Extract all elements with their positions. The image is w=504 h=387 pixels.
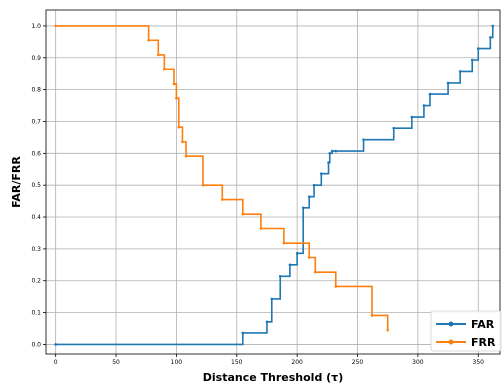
- y-tick-label: 0.5: [31, 182, 41, 189]
- far-point: [446, 81, 450, 85]
- y-tick-label: 0.6: [31, 150, 41, 157]
- far-point: [491, 24, 495, 28]
- y-tick-label: 0.9: [31, 55, 41, 62]
- series-group: [54, 24, 495, 346]
- frr-point: [147, 38, 150, 42]
- y-tick-label: 0.0: [31, 341, 41, 348]
- x-tick-label: 300: [412, 359, 424, 366]
- y-tick-label: 0.1: [31, 310, 41, 317]
- far-point: [319, 172, 323, 176]
- far-point: [328, 152, 332, 155]
- legend-frr-marker: [448, 339, 454, 345]
- x-axis-label: Distance Threshold (τ): [203, 371, 343, 384]
- x-tick-label: 0: [54, 359, 58, 366]
- frr-point: [172, 82, 176, 86]
- x-tick-label: 50: [112, 359, 120, 366]
- legend-far-label: FAR: [471, 318, 495, 331]
- legend: FAR FRR: [430, 310, 502, 352]
- grid: [46, 10, 500, 354]
- frr-point: [220, 198, 224, 201]
- far-point: [428, 92, 432, 96]
- x-tick-label: 250: [352, 359, 364, 366]
- frr-point: [163, 67, 166, 71]
- far-point: [265, 320, 269, 324]
- frr-point: [307, 256, 311, 259]
- far-point: [392, 126, 396, 130]
- far-point: [241, 331, 245, 335]
- far-point: [54, 343, 57, 346]
- far-point: [307, 195, 311, 198]
- far-point: [278, 274, 282, 278]
- far-point: [288, 263, 292, 267]
- y-axis-label: FAR/FRR: [10, 156, 23, 208]
- x-tick-label: 150: [231, 359, 243, 366]
- x-ticks: 0 50 100 150 200 250 300 350: [54, 354, 484, 366]
- y-tick-label: 0.7: [31, 118, 41, 125]
- far-point: [362, 138, 365, 141]
- legend-frr-label: FRR: [471, 336, 496, 349]
- frr-point: [175, 96, 178, 100]
- far-point: [295, 252, 299, 255]
- x-tick-label: 350: [473, 359, 485, 366]
- far-point: [422, 104, 426, 107]
- y-ticks: 0.0 0.1 0.2 0.3 0.4 0.5 0.6 0.7 0.8 0.9 1.0: [31, 23, 46, 348]
- frr-point: [54, 24, 57, 28]
- y-tick-label: 0.3: [31, 246, 41, 253]
- x-tick-label: 200: [291, 359, 303, 366]
- y-tick-label: 0.2: [31, 278, 41, 285]
- frr-point: [201, 183, 205, 187]
- y-tick-label: 0.8: [31, 87, 41, 94]
- frr-point: [370, 314, 374, 317]
- frr-point: [282, 241, 286, 245]
- frr-point: [386, 328, 390, 332]
- frr-point: [334, 285, 338, 288]
- y-tick-label: 0.4: [31, 214, 41, 221]
- x-tick-label: 100: [171, 359, 183, 366]
- far-point: [476, 47, 480, 50]
- far-point: [470, 58, 474, 62]
- far-point: [312, 183, 316, 187]
- frr-point: [156, 53, 160, 57]
- frr-point: [181, 140, 184, 144]
- frr-point: [177, 125, 181, 129]
- far-point: [330, 149, 334, 153]
- far-point: [334, 149, 338, 153]
- far-point: [410, 115, 414, 119]
- far-point: [301, 206, 305, 210]
- far-point: [458, 70, 462, 73]
- far-point: [270, 297, 274, 301]
- frr-point: [241, 212, 245, 216]
- legend-far-marker: [448, 321, 454, 327]
- far-point: [327, 161, 330, 164]
- frr-point: [313, 270, 317, 274]
- plot-frame: [45, 9, 501, 355]
- frr-point: [259, 227, 263, 230]
- y-tick-label: 1.0: [31, 23, 41, 30]
- far-point: [489, 36, 492, 39]
- frr-point: [184, 154, 188, 158]
- plot-background: [46, 10, 500, 354]
